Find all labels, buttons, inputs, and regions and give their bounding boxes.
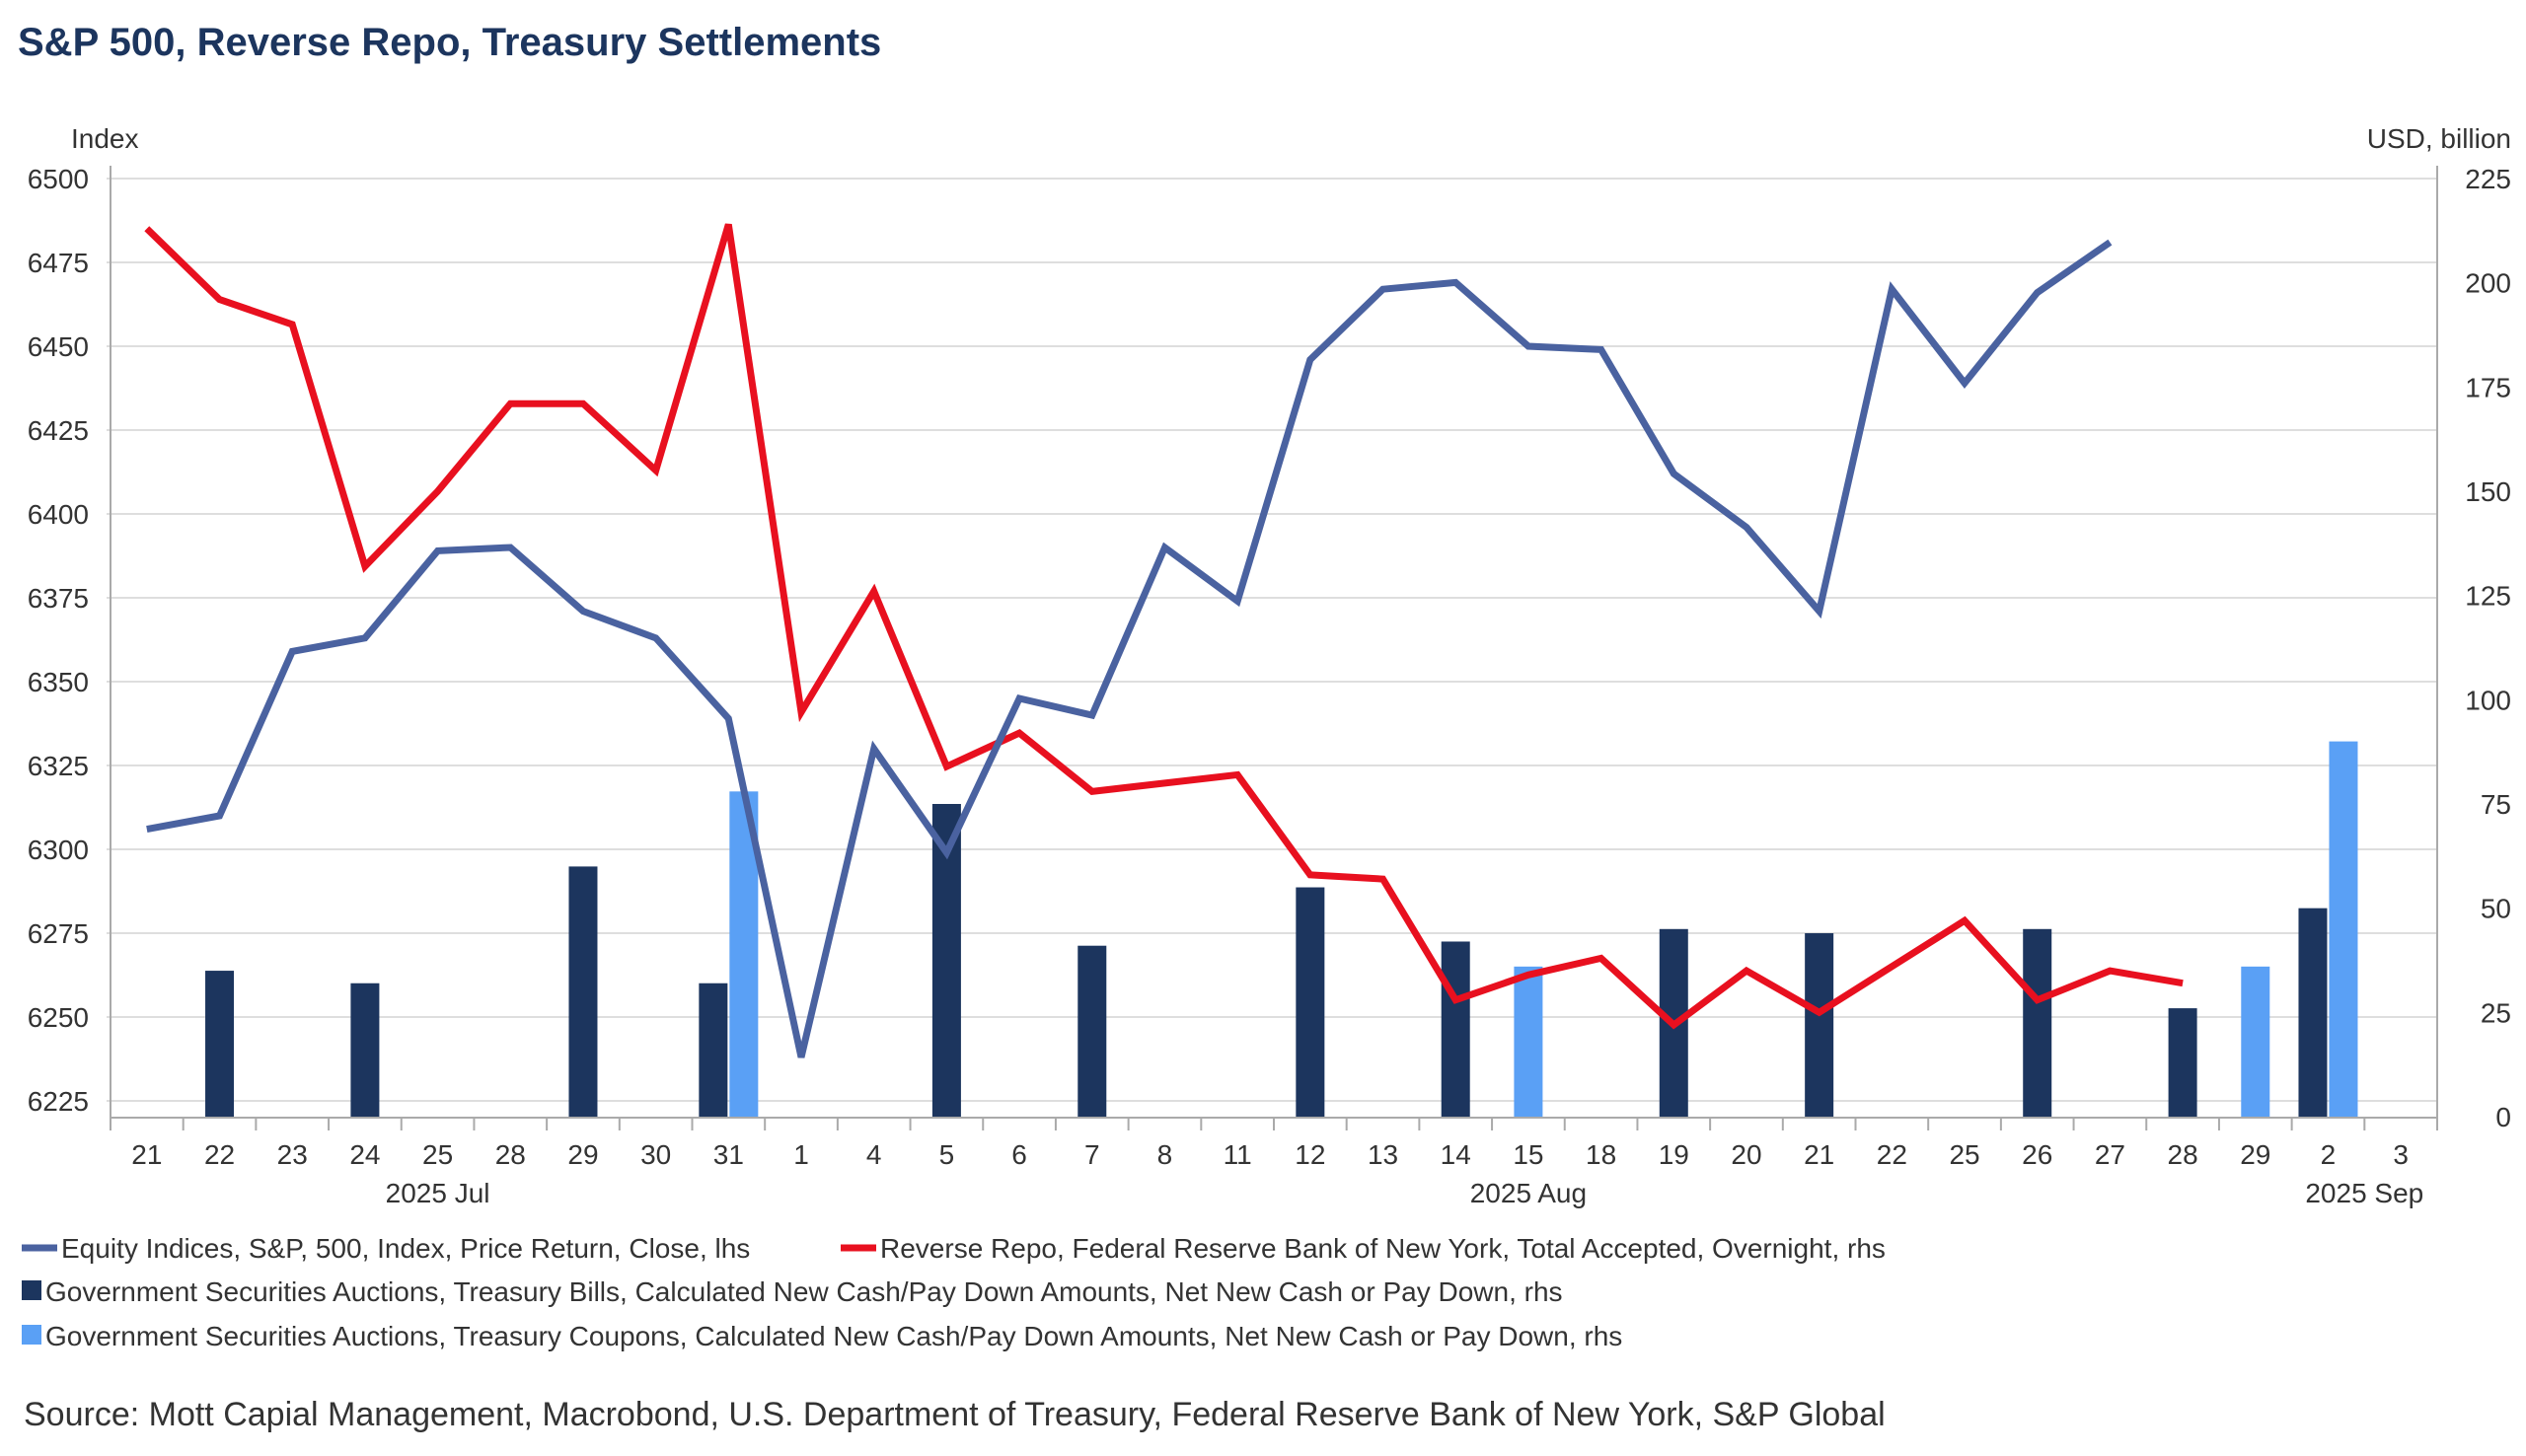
bar-bills-18 (1441, 941, 1470, 1117)
right-tick-label: 200 (2465, 268, 2511, 299)
left-tick-label: 6325 (28, 751, 89, 781)
left-tick-label: 6250 (28, 1002, 89, 1033)
bar-bills-13 (1077, 945, 1107, 1117)
x-tick-label: 24 (349, 1139, 380, 1170)
x-tick-label: 22 (204, 1139, 235, 1170)
x-tick-label: 13 (1368, 1139, 1398, 1170)
left-tick-label: 6375 (28, 583, 89, 614)
right-tick-label: 125 (2465, 581, 2511, 612)
x-tick-label: 21 (131, 1139, 162, 1170)
bar-bills-30 (2298, 908, 2328, 1117)
left-tick-label: 6400 (28, 499, 89, 530)
bar-bills-6 (568, 866, 598, 1117)
source-note: Source: Mott Capial Management, Macrobon… (24, 1396, 1886, 1433)
x-month-label: 2025 Jul (386, 1178, 490, 1208)
x-tick-label: 28 (2168, 1139, 2198, 1170)
right-tick-label: 150 (2465, 476, 2511, 507)
bar-bills-26 (2023, 928, 2052, 1117)
x-month-label: 2025 Aug (1470, 1178, 1587, 1208)
x-tick-label: 19 (1659, 1139, 1689, 1170)
bar-bills-28 (2168, 1008, 2197, 1117)
x-tick-label: 14 (1441, 1139, 1471, 1170)
legend-label-bills: Government Securities Auctions, Treasury… (45, 1276, 1563, 1307)
x-tick-label: 29 (2240, 1139, 2270, 1170)
left-tick-label: 6475 (28, 248, 89, 278)
legend-swatch-coupons (22, 1325, 41, 1345)
x-tick-label: 25 (422, 1139, 453, 1170)
bar-coupons-29 (2241, 966, 2270, 1117)
bars-group (205, 741, 2358, 1117)
x-tick-label: 31 (713, 1139, 744, 1170)
right-tick-label: 175 (2465, 372, 2511, 402)
bar-bills-8 (699, 983, 728, 1117)
bar-coupons-19 (1514, 966, 1543, 1117)
line-reverse-repo (144, 223, 2184, 1030)
legend-label-sp500: Equity Indices, S&P, 500, Index, Price R… (61, 1233, 750, 1264)
legend-swatch-bills (22, 1280, 41, 1300)
legend-label-coupons: Government Securities Auctions, Treasury… (45, 1321, 1622, 1351)
bar-bills-16 (1296, 887, 1325, 1117)
x-tick-label: 7 (1084, 1139, 1100, 1170)
right-tick-label: 50 (2481, 894, 2511, 924)
x-tick-label: 28 (495, 1139, 526, 1170)
left-tick-label: 6225 (28, 1086, 89, 1117)
bar-bills-3 (350, 983, 380, 1117)
right-tick-label: 225 (2465, 164, 2511, 194)
right-tick-label: 100 (2465, 685, 2511, 715)
x-month-label: 2025 Sep (2305, 1178, 2423, 1208)
left-tick-label: 6275 (28, 918, 89, 949)
line-sp500 (146, 239, 2113, 1058)
x-tick-label: 4 (866, 1139, 882, 1170)
chart-title: S&P 500, Reverse Repo, Treasury Settleme… (18, 21, 881, 64)
right-ticks: 0 25 50 75 100 125 150 175 200 225 (2465, 164, 2511, 1132)
x-tick-label: 1 (793, 1139, 809, 1170)
x-tick-label: 12 (1295, 1139, 1325, 1170)
x-tick-label: 27 (2095, 1139, 2125, 1170)
legend: Equity Indices, S&P, 500, Index, Price R… (22, 1233, 1886, 1351)
left-tick-label: 6450 (28, 331, 89, 362)
left-ticks: 6225 6250 6275 6300 6325 6350 6375 6400 6425 6450… (28, 164, 89, 1117)
x-tick-label: 8 (1157, 1139, 1173, 1170)
left-tick-label: 6425 (28, 415, 89, 446)
x-ticks: 21 22 23 24 25 28 29 30 31 1 4 5 6 7 8 11 12 13 14 15 18 19 20… (131, 1139, 2423, 1208)
x-tick-label: 26 (2022, 1139, 2052, 1170)
left-axis-label: Index (71, 123, 139, 154)
right-tick-label: 25 (2481, 997, 2511, 1028)
x-tick-label: 30 (640, 1139, 671, 1170)
x-tick-label: 2 (2321, 1139, 2337, 1170)
legend-label-reverse-repo: Reverse Repo, Federal Reserve Bank of Ne… (880, 1233, 1886, 1264)
x-tick-label: 21 (1804, 1139, 1834, 1170)
x-tick-label: 11 (1224, 1139, 1252, 1170)
left-tick-label: 6300 (28, 835, 89, 865)
x-tick-label: 6 (1011, 1139, 1027, 1170)
bar-bills-1 (205, 971, 235, 1117)
x-tick-label: 22 (1877, 1139, 1907, 1170)
x-tick-label: 25 (1949, 1139, 1979, 1170)
right-axis-label: USD, billion (2367, 123, 2511, 154)
x-tick-label: 3 (2393, 1139, 2409, 1170)
bar-bills-23 (1805, 933, 1834, 1117)
axes-group (110, 166, 2438, 1130)
bar-coupons-30 (2329, 741, 2358, 1117)
right-tick-label: 75 (2481, 789, 2511, 820)
x-tick-label: 5 (939, 1139, 955, 1170)
x-tick-label: 20 (1731, 1139, 1761, 1170)
lines-group (144, 223, 2184, 1058)
x-tick-label: 18 (1586, 1139, 1616, 1170)
x-tick-label: 15 (1513, 1139, 1543, 1170)
gridlines (107, 178, 2437, 1102)
right-tick-label: 0 (2495, 1102, 2511, 1132)
x-tick-label: 23 (277, 1139, 308, 1170)
left-tick-label: 6500 (28, 164, 89, 194)
x-tick-label: 29 (567, 1139, 598, 1170)
left-tick-label: 6350 (28, 667, 89, 697)
